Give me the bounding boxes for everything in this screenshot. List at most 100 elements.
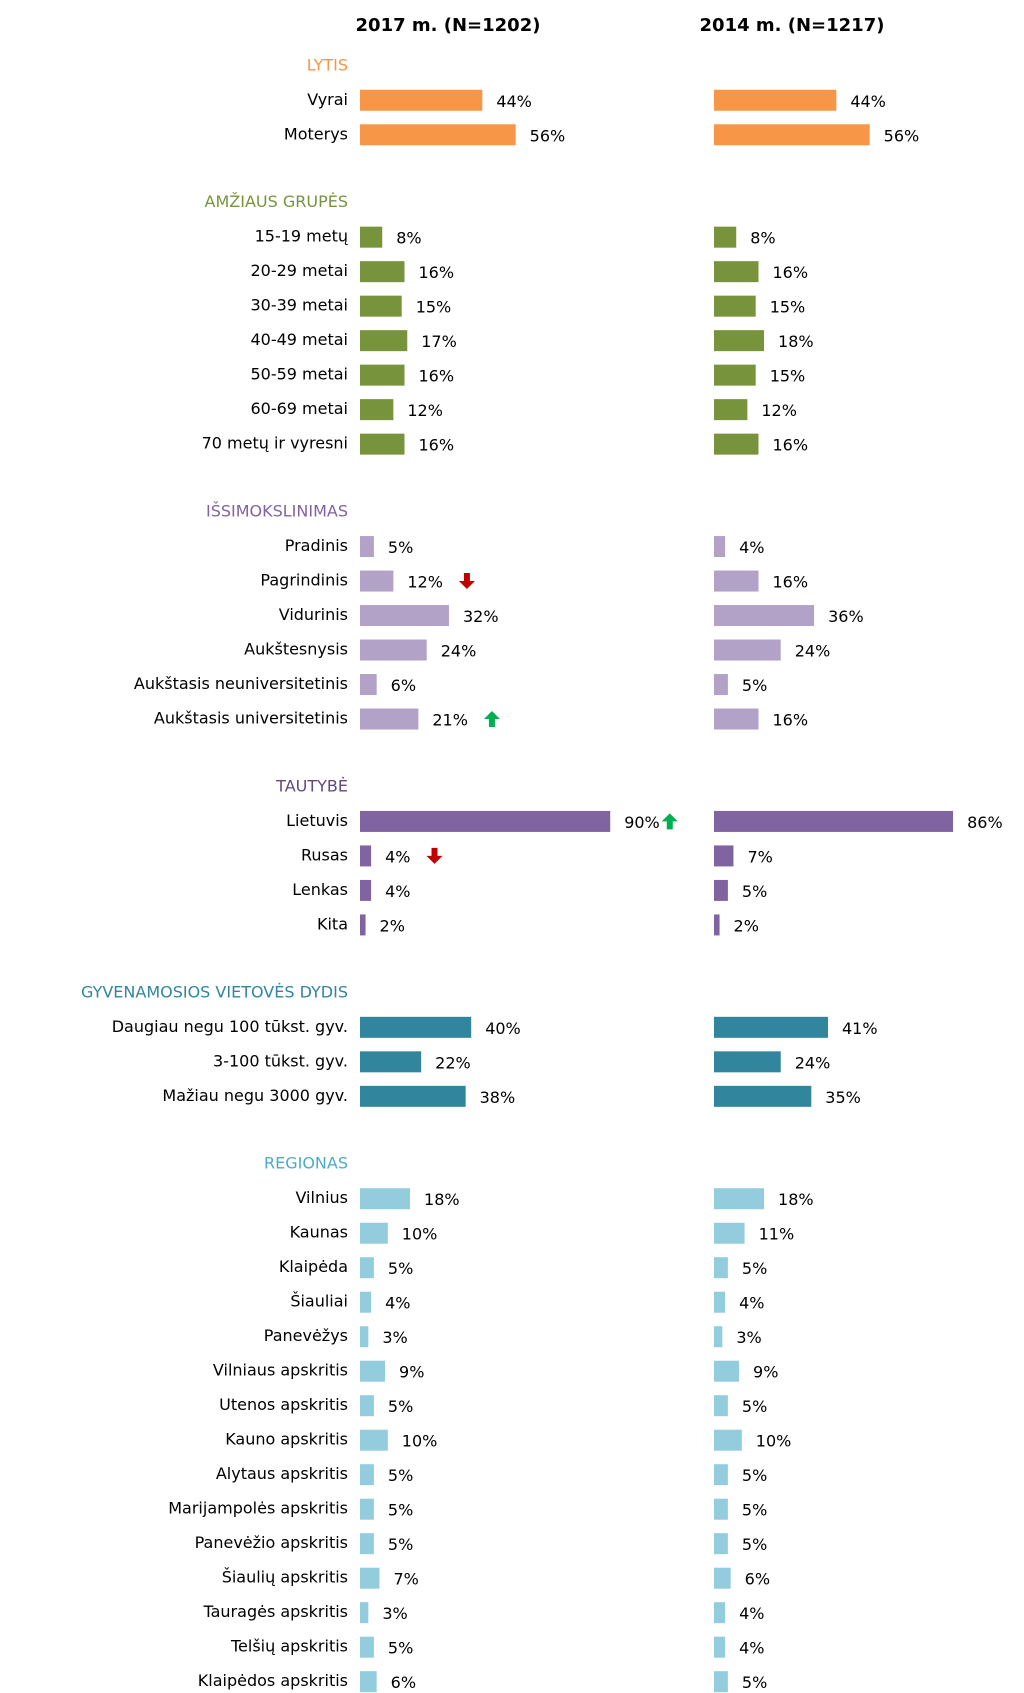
category-label: Šiaulių apskritis — [222, 1568, 348, 1587]
bar — [714, 1636, 726, 1658]
bar — [714, 536, 726, 558]
bar — [714, 399, 748, 421]
bar — [714, 261, 759, 283]
bar — [360, 570, 394, 592]
value-label: 18% — [778, 332, 814, 351]
value-label: 16% — [418, 263, 454, 282]
bar — [360, 433, 405, 455]
bar — [360, 1085, 466, 1107]
category-label: Panevėžys — [264, 1326, 348, 1345]
bar — [360, 674, 377, 696]
value-label: 35% — [825, 1088, 861, 1107]
value-label: 4% — [385, 1294, 410, 1313]
value-label: 10% — [402, 1432, 438, 1451]
category-label: Rusas — [301, 845, 348, 864]
value-label: 4% — [739, 1639, 764, 1658]
trend-arrow — [483, 711, 500, 728]
column-header: 2014 m. (N=1217) — [700, 15, 885, 36]
bar — [714, 1533, 728, 1555]
value-label: 15% — [770, 367, 806, 386]
value-label: 16% — [772, 573, 808, 592]
value-label: 3% — [382, 1604, 407, 1623]
value-label: 10% — [402, 1225, 438, 1244]
category-label: Kauno apskritis — [225, 1430, 348, 1449]
bar — [714, 1188, 765, 1210]
bar — [714, 330, 765, 352]
value-label: 2% — [380, 916, 405, 935]
category-label: Vilniaus apskritis — [213, 1361, 348, 1380]
value-label: 12% — [761, 401, 797, 420]
category-label: Pradinis — [285, 536, 348, 555]
value-label: 4% — [739, 538, 764, 557]
bar — [714, 1085, 812, 1107]
bar — [360, 1567, 380, 1589]
bar — [360, 226, 383, 248]
bar — [714, 708, 759, 730]
value-label: 17% — [421, 332, 457, 351]
category-label: Alytaus apskritis — [216, 1464, 348, 1483]
category-label: Klaipėda — [279, 1257, 348, 1276]
category-label: 3-100 tūkst. gyv. — [213, 1051, 348, 1070]
bar — [360, 1395, 374, 1417]
bar — [360, 1051, 422, 1073]
value-label: 90% — [624, 813, 660, 832]
bar — [714, 124, 870, 146]
category-label: Vidurinis — [279, 605, 348, 624]
value-label: 5% — [388, 1501, 413, 1520]
bar — [360, 399, 394, 421]
category-label: Aukštasis universitetinis — [154, 709, 348, 728]
bar — [360, 845, 372, 867]
value-label: 2% — [734, 916, 759, 935]
bar — [360, 89, 483, 111]
bar — [360, 1291, 372, 1313]
value-label: 5% — [742, 1466, 767, 1485]
value-label: 4% — [385, 882, 410, 901]
category-label: Šiauliai — [290, 1292, 348, 1311]
bar — [360, 1222, 388, 1244]
category-label: Kaunas — [290, 1223, 348, 1242]
bar — [360, 330, 408, 352]
section-title: TAUTYBĖ — [275, 776, 348, 795]
category-label: Tauragės apskritis — [202, 1602, 348, 1621]
trend-arrow — [426, 847, 443, 864]
trend-arrow — [458, 573, 475, 590]
bar — [360, 261, 405, 283]
section-title: LYTIS — [307, 55, 348, 74]
bar — [360, 639, 427, 661]
value-label: 16% — [772, 436, 808, 455]
bar — [714, 1051, 781, 1073]
bar — [714, 89, 837, 111]
value-label: 40% — [485, 1019, 521, 1038]
value-label: 6% — [391, 1673, 416, 1692]
value-label: 38% — [480, 1088, 516, 1107]
category-label: 50-59 metai — [250, 365, 348, 384]
value-label: 3% — [736, 1328, 761, 1347]
value-label: 7% — [393, 1570, 418, 1589]
trend-arrow — [661, 813, 678, 830]
value-label: 5% — [742, 1259, 767, 1278]
category-label: 30-39 metai — [250, 296, 348, 315]
bar — [360, 1602, 369, 1624]
category-label: 60-69 metai — [250, 399, 348, 418]
bar — [714, 1016, 828, 1038]
category-label: Mažiau negu 3000 gyv. — [162, 1086, 348, 1105]
value-label: 5% — [742, 676, 767, 695]
bar — [714, 364, 756, 386]
bar — [360, 1326, 369, 1348]
value-label: 36% — [828, 607, 864, 626]
category-label: 70 metų ir vyresni — [202, 434, 348, 453]
category-label: Vyrai — [307, 90, 348, 109]
value-label: 44% — [850, 92, 886, 111]
value-label: 4% — [385, 847, 410, 866]
bar — [360, 1636, 374, 1658]
value-label: 5% — [742, 1673, 767, 1692]
bar — [360, 1533, 374, 1555]
value-label: 3% — [382, 1328, 407, 1347]
bar — [714, 674, 728, 696]
value-label: 6% — [745, 1570, 770, 1589]
category-label: Panevėžio apskritis — [195, 1533, 348, 1552]
value-label: 8% — [750, 229, 775, 248]
bar — [360, 295, 402, 317]
bar — [714, 810, 954, 832]
